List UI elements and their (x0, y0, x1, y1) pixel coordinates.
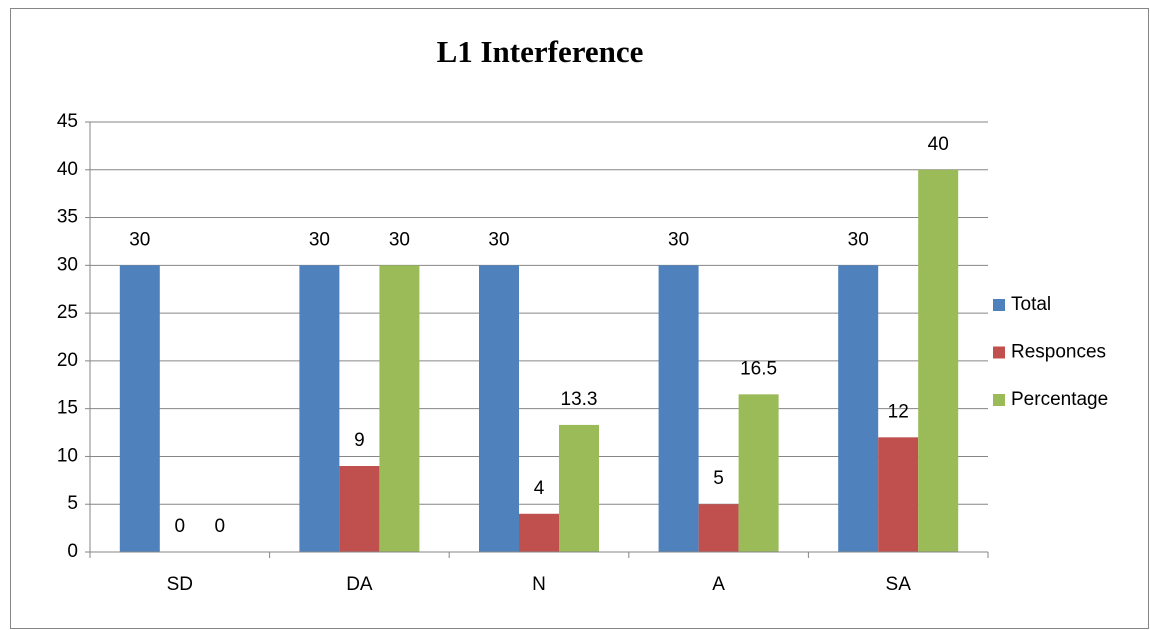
bar (698, 504, 739, 552)
data-label: 30 (488, 229, 509, 250)
data-label: 13.3 (561, 389, 598, 410)
x-tick-label: N (532, 574, 546, 595)
y-tick-label: 45 (57, 111, 78, 132)
data-label: 4 (534, 478, 545, 499)
y-tick-label: 40 (57, 159, 78, 180)
data-label: 30 (848, 229, 869, 250)
bar (379, 265, 420, 552)
x-tick-label: DA (346, 574, 373, 595)
data-label: 0 (175, 516, 186, 537)
data-label: 5 (713, 468, 724, 489)
x-tick-label: SA (886, 574, 912, 595)
y-tick-label: 25 (57, 302, 78, 323)
bar (519, 513, 559, 552)
bar (738, 394, 779, 552)
data-label: 16.5 (740, 358, 777, 379)
data-label: 30 (129, 229, 150, 250)
data-label: 40 (928, 134, 949, 155)
data-label: 12 (888, 401, 909, 422)
data-label: 30 (309, 229, 330, 250)
legend-swatch (993, 346, 1005, 359)
legend-swatch (993, 394, 1005, 406)
y-tick-label: 20 (57, 350, 78, 371)
bar (658, 265, 699, 552)
y-tick-label: 15 (57, 398, 78, 419)
bar (878, 437, 919, 552)
bar (559, 424, 599, 552)
bar (479, 265, 519, 552)
x-tick-label: A (712, 574, 725, 595)
legend-swatch (993, 299, 1005, 311)
x-tick-label: SD (167, 574, 193, 595)
data-label: 9 (354, 430, 365, 451)
y-tick-label: 0 (67, 541, 78, 562)
y-tick-label: 10 (57, 445, 78, 466)
bar (299, 265, 340, 552)
y-tick-label: 5 (67, 493, 78, 514)
y-tick-label: 30 (57, 254, 78, 275)
legend-label: Total (1011, 294, 1051, 315)
chart-title: L1 Interference (437, 34, 644, 69)
data-label: 30 (668, 229, 689, 250)
y-tick-label: 35 (57, 207, 78, 228)
data-label: 30 (389, 229, 410, 250)
legend-label: Percentage (1011, 389, 1108, 410)
bar (838, 265, 879, 552)
bar (918, 169, 959, 552)
data-label: 0 (215, 516, 226, 537)
legend-label: Responces (1011, 342, 1106, 363)
bar (339, 466, 380, 552)
bar (119, 265, 160, 552)
